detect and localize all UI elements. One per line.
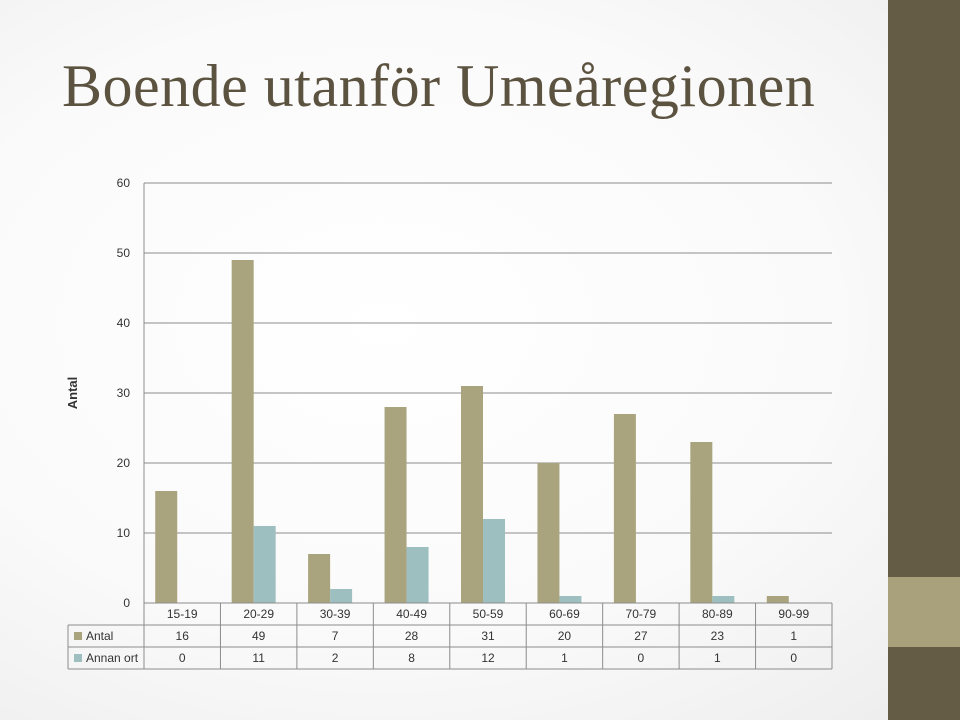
y-tick-label: 20 [117,456,131,470]
x-category-label: 60-69 [549,607,580,621]
table-value: 0 [638,651,645,665]
bar-antal [690,442,713,603]
x-category-label: 15-19 [167,607,198,621]
bar-antal [231,260,254,603]
table-value: 27 [634,629,648,643]
bar-antal [461,386,483,603]
y-tick-label: 50 [117,246,131,260]
bar-antal [155,491,178,603]
table-value: 49 [252,629,266,643]
table-value: 31 [481,629,495,643]
legend-label: Antal [86,629,113,643]
bar-antal [613,414,636,603]
table-value: 23 [711,629,725,643]
bar-antal [308,554,331,603]
table-value: 20 [558,629,572,643]
x-category-label: 90-99 [778,607,809,621]
table-value: 1 [561,651,568,665]
table-value: 11 [252,651,265,665]
y-tick-label: 30 [117,386,131,400]
y-tick-label: 0 [123,596,130,610]
sidebar-accent [888,577,960,647]
bar-annan-ort [712,596,735,603]
table-value: 1 [714,651,721,665]
bar-antal [537,463,560,603]
legend-key-annan-ort [74,654,82,662]
table-value: 8 [408,651,415,665]
bar-annan-ort [253,526,276,603]
y-axis-title: Antal [65,377,80,410]
bar-antal [766,596,789,603]
y-tick-label: 60 [117,176,131,190]
table-value: 1 [790,629,797,643]
legend-label: Annan ort [86,651,139,665]
bar-annan-ort [330,589,353,603]
table-value: 0 [179,651,186,665]
x-category-label: 50-59 [473,607,504,621]
y-tick-label: 10 [117,526,131,540]
bar-antal [384,407,407,603]
x-category-label: 70-79 [626,607,657,621]
x-category-label: 80-89 [702,607,733,621]
legend-key-antal [74,632,82,640]
bar-annan-ort [559,596,582,603]
bar-annan-ort [406,547,429,603]
table-value: 16 [176,629,190,643]
slide-title: Boende utanför Umeåregionen [62,53,816,119]
y-tick-label: 40 [117,316,131,330]
x-category-label: 40-49 [396,607,427,621]
table-value: 12 [481,651,495,665]
bar-annan-ort [483,519,505,603]
x-category-label: 30-39 [320,607,351,621]
x-category-label: 20-29 [243,607,274,621]
table-value: 2 [332,651,339,665]
table-value: 7 [332,629,339,643]
table-value: 28 [405,629,419,643]
table-value: 0 [790,651,797,665]
